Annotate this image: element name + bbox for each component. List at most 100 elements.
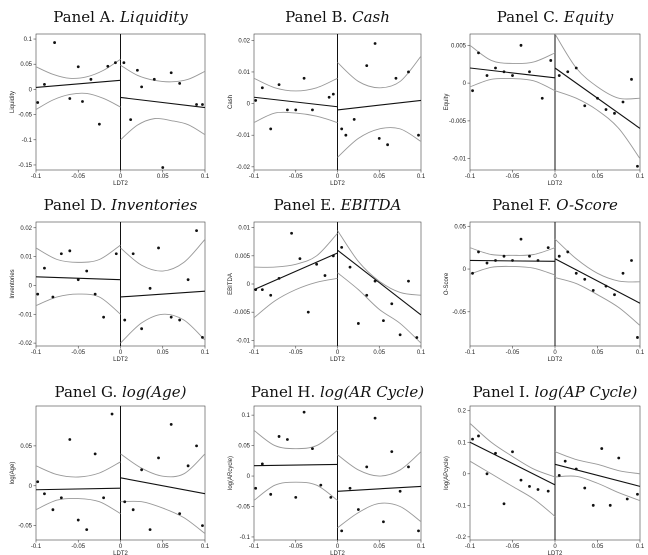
x-tick-label: 0 xyxy=(336,174,340,180)
right-data-point xyxy=(140,468,144,472)
y-tick-label: 0.05 xyxy=(20,444,32,450)
left-data-point xyxy=(477,250,480,254)
plot-area xyxy=(254,410,421,533)
left-data-point xyxy=(53,41,56,44)
left-ci-upper xyxy=(470,44,556,65)
right-ci-lower xyxy=(120,500,205,534)
right-data-point xyxy=(122,61,126,65)
panel-prefix: Panel G. xyxy=(55,383,122,401)
x-tick-label: 0.1 xyxy=(636,544,645,550)
left-data-point xyxy=(269,293,273,297)
y-tick-label: 0.2 xyxy=(458,409,467,415)
panel-title: Panel A. Liquidity xyxy=(53,8,188,26)
panel-title-text: log(AP Cycle) xyxy=(535,383,638,401)
right-data-point xyxy=(340,529,344,533)
y-tick-label: 0.1 xyxy=(242,413,251,419)
left-data-point xyxy=(277,435,281,438)
right-data-point xyxy=(195,229,198,233)
left-fit-line xyxy=(470,67,556,79)
panel-prefix: Panel C. xyxy=(497,8,564,26)
right-data-point xyxy=(557,74,561,77)
right-data-point xyxy=(201,103,204,106)
right-data-point xyxy=(178,318,182,322)
right-data-point xyxy=(608,503,612,507)
left-data-point xyxy=(485,472,489,476)
left-fit-line xyxy=(36,276,121,281)
right-data-point xyxy=(621,271,625,275)
right-ci-lower xyxy=(337,272,421,344)
right-ci-upper xyxy=(120,238,205,272)
panel-g: Panel G. log(Age) -0.05 0 0.05 log(Age) -0.1 -… xyxy=(10,383,210,555)
right-fit-line xyxy=(337,485,421,492)
y-tick-label: -0.05 xyxy=(452,310,466,316)
plot-area xyxy=(36,412,205,534)
left-data-point xyxy=(114,252,118,256)
x-tick-label: -0.05 xyxy=(71,174,85,180)
left-data-point xyxy=(327,95,331,99)
y-axis-label: EBITDA xyxy=(228,273,234,295)
x-tick-label: -0.1 xyxy=(249,544,260,550)
right-data-point xyxy=(348,486,352,490)
right-data-point xyxy=(390,450,394,454)
left-data-point xyxy=(76,65,80,69)
x-tick-label: 0.05 xyxy=(373,350,385,356)
left-data-point xyxy=(485,261,489,265)
right-data-point xyxy=(373,416,377,420)
x-tick-label: 0 xyxy=(553,174,557,180)
right-data-point xyxy=(557,254,561,258)
right-ci-upper xyxy=(120,453,205,478)
x-tick-label: 0 xyxy=(336,350,340,356)
left-ci-upper xyxy=(36,58,121,79)
y-tick-label: -0.2 xyxy=(456,535,467,541)
right-data-point xyxy=(398,489,402,493)
right-data-point xyxy=(613,293,616,297)
x-tick-label: 0.1 xyxy=(201,350,210,356)
left-ci-lower xyxy=(254,481,338,501)
right-ci-upper xyxy=(120,64,205,83)
left-data-point xyxy=(494,451,497,455)
panel-d: Panel D. Inventories -0.02 -0.01 0 0.01 0.02 I… xyxy=(10,196,210,363)
left-ci-lower xyxy=(36,92,121,110)
x-tick-label: -0.1 xyxy=(249,174,260,180)
right-data-point xyxy=(152,77,156,81)
left-data-point xyxy=(294,495,298,499)
left-data-point xyxy=(102,496,105,500)
panel-title: Panel H. log(AR Cycle) xyxy=(251,383,424,401)
panel-prefix: Panel F. xyxy=(492,196,556,214)
right-ci-upper xyxy=(337,451,421,477)
left-fit-line xyxy=(254,463,338,467)
left-data-point xyxy=(502,254,506,258)
left-data-point xyxy=(286,438,289,441)
panel-prefix: Panel I. xyxy=(473,383,535,401)
panel-title: Panel E. EBITDA xyxy=(274,196,402,214)
right-ci-upper xyxy=(554,34,640,100)
x-tick-label: -0.1 xyxy=(31,350,42,356)
right-data-point xyxy=(340,127,344,131)
y-tick-label: 0.01 xyxy=(238,226,250,232)
y-tick-label: -0.05 xyxy=(236,505,250,511)
x-tick-label: 0.05 xyxy=(592,350,604,356)
panel-title: Panel G. log(Age) xyxy=(55,383,187,401)
left-ci-upper xyxy=(36,244,121,263)
x-tick-label: -0.05 xyxy=(289,350,303,356)
y-axis-label: Cash xyxy=(228,95,234,109)
left-data-point xyxy=(68,249,72,253)
right-data-point xyxy=(636,164,639,168)
left-data-point xyxy=(85,269,89,273)
right-data-point xyxy=(574,271,578,275)
right-data-point xyxy=(382,520,385,524)
right-data-point xyxy=(377,136,381,140)
panel-title: Panel D. Inventories xyxy=(44,196,198,214)
x-axis-label: LDT2 xyxy=(330,551,345,555)
y-tick-label: -0.005 xyxy=(449,119,467,125)
left-data-point xyxy=(260,86,264,90)
left-data-point xyxy=(319,483,323,487)
left-data-point xyxy=(302,410,306,414)
y-tick-label: -0.05 xyxy=(18,524,32,530)
left-fit-line xyxy=(254,252,338,291)
x-axis-label: LDT2 xyxy=(548,357,563,363)
left-data-point xyxy=(36,480,40,484)
left-data-point xyxy=(502,70,506,74)
left-data-point xyxy=(89,77,93,81)
right-data-point xyxy=(365,293,369,297)
